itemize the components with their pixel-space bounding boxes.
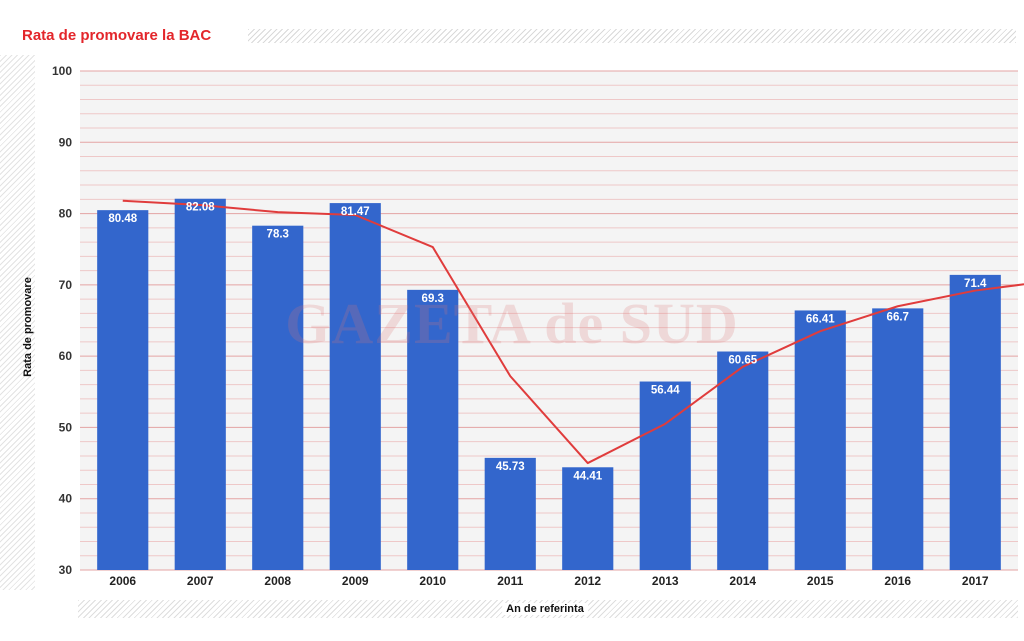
y-tick-label: 50 xyxy=(59,420,73,434)
y-tick-label: 90 xyxy=(59,135,73,149)
data-label-2007: 82.08 xyxy=(186,202,215,214)
data-label-2008: 78.3 xyxy=(267,229,289,241)
data-label-2017: 71.4 xyxy=(964,278,987,290)
major-gridlines xyxy=(80,70,1018,571)
watermark: GAZETA de SUD xyxy=(285,291,739,356)
y-tick-label: 60 xyxy=(59,349,73,363)
y-tick-labels: 30 40 50 60 70 80 90 100 xyxy=(52,64,72,577)
x-tick-labels: 2006 2007 2008 2009 2010 2011 2012 2013 2014 2015… xyxy=(109,574,989,588)
data-label-2012: 44.41 xyxy=(573,470,602,482)
trend-line xyxy=(122,199,1024,465)
plot-background xyxy=(80,71,1018,570)
x-tick-label: 2017 xyxy=(962,574,989,588)
x-tick-label: 2008 xyxy=(264,574,291,588)
bar-2011 xyxy=(484,457,536,570)
bar-2007 xyxy=(174,198,226,570)
y-axis-label: Rata de promovare xyxy=(22,277,34,377)
chart-title-bar: Rata de promovare la BAC xyxy=(16,26,1016,46)
trend-line-group xyxy=(122,199,1024,465)
x-tick-label: 2015 xyxy=(807,574,834,588)
x-tick-label: 2010 xyxy=(419,574,446,588)
x-tick-label: 2013 xyxy=(652,574,679,588)
bars xyxy=(97,198,1001,571)
bar-data-labels: 80.48 82.08 78.3 81.47 69.3 45.73 44.41 56.44 60… xyxy=(108,202,987,483)
x-tick-label: 2012 xyxy=(574,574,601,588)
data-label-2016: 66.7 xyxy=(887,311,909,323)
bar-2014 xyxy=(717,351,769,570)
minor-gridlines xyxy=(80,84,1018,557)
bar-2008 xyxy=(252,225,304,570)
x-tick-label: 2007 xyxy=(187,574,214,588)
x-tick-label: 2009 xyxy=(342,574,369,588)
bar-2006 xyxy=(97,210,149,570)
bar-2012 xyxy=(562,467,614,570)
data-label-2009: 81.47 xyxy=(341,206,370,218)
bar-2017 xyxy=(949,274,1001,570)
bar-2015 xyxy=(794,310,846,570)
y-tick-label: 40 xyxy=(59,492,73,506)
data-label-2006: 80.48 xyxy=(108,213,137,225)
y-tick-label: 30 xyxy=(59,563,73,577)
data-label-2011: 45.73 xyxy=(496,461,525,473)
bar-2010 xyxy=(407,289,459,570)
x-axis-label: An de referinta xyxy=(502,603,588,615)
y-tick-label: 100 xyxy=(52,64,72,78)
x-tick-label: 2006 xyxy=(109,574,136,588)
axis-hatch-decoration xyxy=(0,55,35,590)
chart-title: Rata de promovare la BAC xyxy=(22,27,216,44)
bar-2013 xyxy=(639,381,691,570)
data-label-2010: 69.3 xyxy=(422,293,444,305)
data-label-2014: 60.65 xyxy=(728,355,757,367)
x-tick-label: 2014 xyxy=(729,574,756,588)
bar-2016 xyxy=(872,308,924,570)
y-tick-label: 70 xyxy=(59,278,73,292)
y-tick-label: 80 xyxy=(59,207,73,221)
bar-2009 xyxy=(329,203,381,571)
title-hatch-decoration xyxy=(248,29,1016,43)
x-tick-label: 2016 xyxy=(884,574,911,588)
x-tick-label: 2011 xyxy=(497,574,523,588)
data-label-2013: 56.44 xyxy=(651,385,680,397)
data-label-2015: 66.41 xyxy=(806,313,835,325)
